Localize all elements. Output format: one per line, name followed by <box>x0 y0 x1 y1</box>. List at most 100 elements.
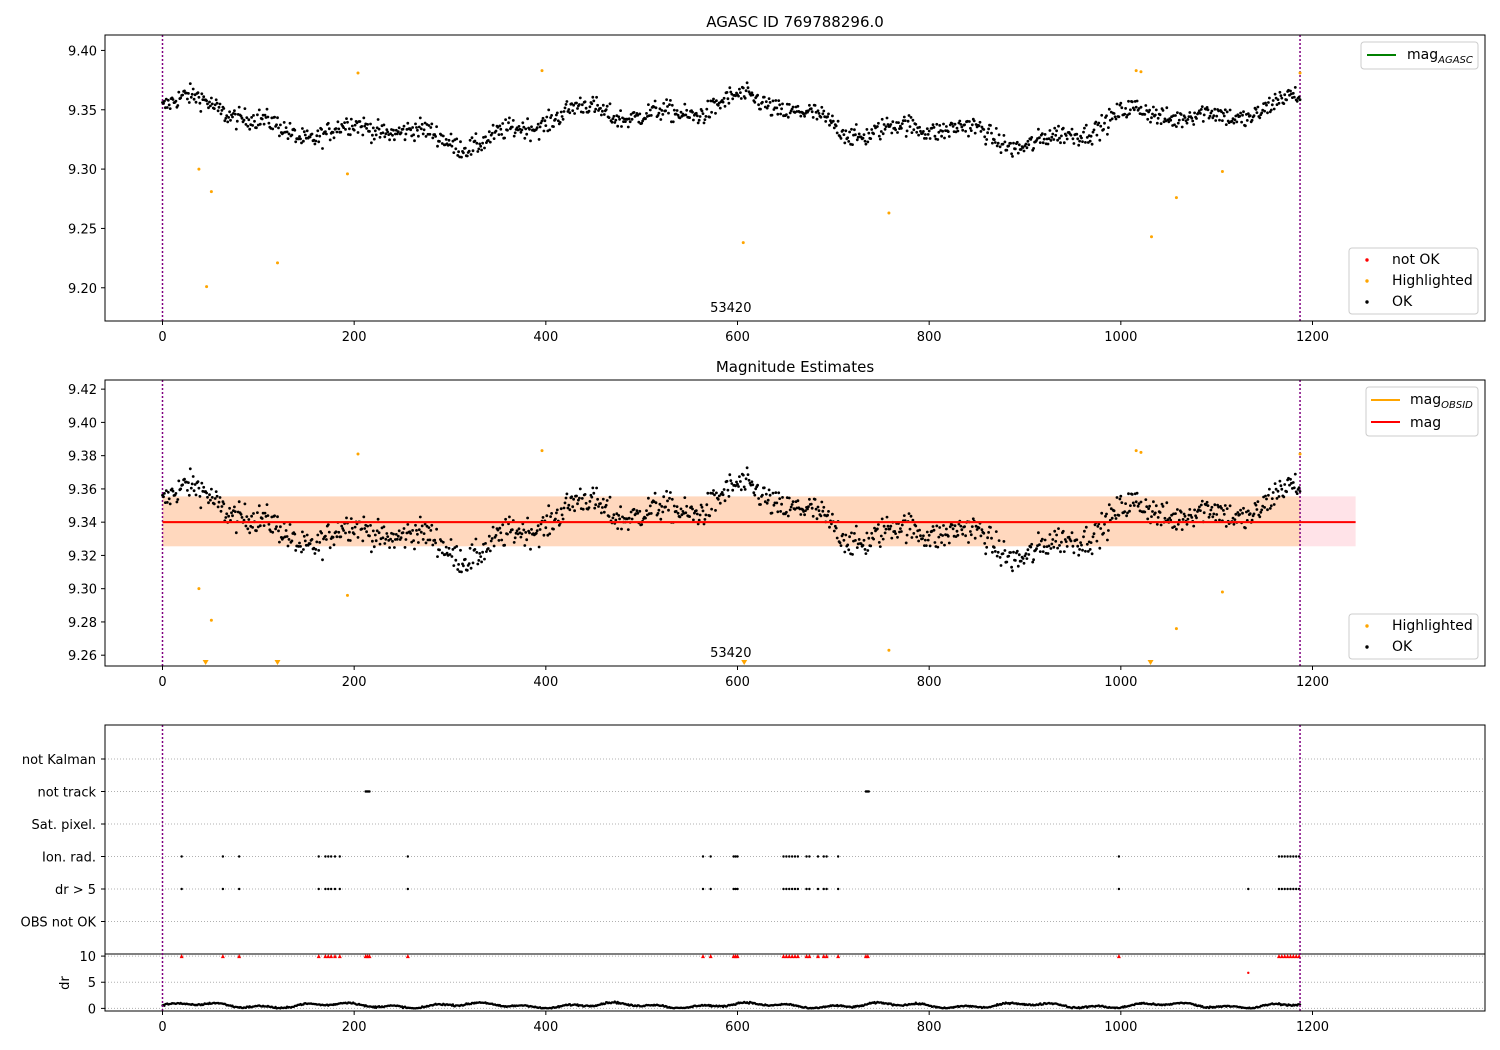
ok-point <box>744 477 748 481</box>
ok-point <box>831 114 834 118</box>
ok-point <box>772 503 776 507</box>
ok-point <box>1099 124 1103 128</box>
ok-point <box>675 505 679 508</box>
ok-point <box>406 523 410 526</box>
ok-point <box>1084 123 1088 127</box>
ok-point <box>890 536 894 540</box>
ok-point <box>332 543 336 547</box>
ok-point <box>918 528 921 532</box>
flag-row-label: not Kalman <box>22 753 96 768</box>
ok-point <box>285 130 289 134</box>
ok-point <box>1043 133 1047 136</box>
ok-point <box>705 107 709 111</box>
ok-point <box>517 527 521 531</box>
ok-point <box>616 527 620 530</box>
ok-point <box>1242 506 1245 510</box>
ok-point <box>894 128 897 132</box>
ok-point <box>914 524 918 528</box>
ok-point <box>554 517 557 521</box>
flag-marker <box>329 855 333 858</box>
ok-point <box>654 501 658 505</box>
ok-point <box>1275 103 1279 106</box>
ok-point <box>618 517 621 521</box>
ok-point <box>325 538 328 541</box>
ok-point <box>174 492 178 495</box>
ok-point <box>507 121 510 125</box>
ok-point <box>193 483 197 486</box>
ok-point <box>1017 553 1021 557</box>
dr-clipped-marker <box>1285 954 1290 959</box>
ok-point <box>206 102 209 106</box>
ok-point <box>1026 139 1030 143</box>
ok-point <box>790 503 794 506</box>
ok-point <box>700 505 704 509</box>
ok-point <box>327 127 331 131</box>
highlighted-point <box>205 285 209 289</box>
ok-point <box>1060 540 1063 544</box>
dr-clipped-marker <box>821 954 826 959</box>
ok-point <box>881 132 885 136</box>
ok-point <box>508 515 511 519</box>
ok-point <box>244 524 248 528</box>
ok-point <box>715 491 718 495</box>
ok-point <box>656 512 660 515</box>
ok-point <box>919 129 922 133</box>
ok-point <box>584 501 588 505</box>
flag-marker <box>734 887 737 891</box>
dr-clipped-marker <box>1288 954 1293 959</box>
legend-label: not OK <box>1392 252 1440 268</box>
ok-point <box>572 103 575 107</box>
ok-point <box>744 89 748 93</box>
ok-point <box>1291 481 1295 484</box>
ok-point <box>463 557 467 561</box>
ok-point <box>690 505 693 509</box>
y-tick-label: 9.38 <box>68 450 97 465</box>
dr-clipped-marker <box>816 954 820 959</box>
ok-point <box>447 546 451 550</box>
ok-point <box>884 125 888 128</box>
ok-point <box>685 108 689 112</box>
ok-point <box>601 506 604 509</box>
ok-point <box>424 135 428 138</box>
ok-point <box>421 538 425 541</box>
ok-point <box>256 113 259 117</box>
ok-point <box>1259 510 1263 514</box>
ok-point <box>803 114 806 118</box>
ok-point <box>846 543 850 547</box>
ok-point <box>202 95 206 99</box>
ok-point <box>704 513 708 517</box>
ok-point <box>1185 121 1189 125</box>
ok-point <box>271 530 275 534</box>
ok-point <box>1298 98 1302 102</box>
ok-point <box>303 133 307 137</box>
ok-point <box>1058 544 1061 547</box>
ok-point <box>266 115 270 119</box>
ok-point <box>1040 537 1044 541</box>
ok-point <box>708 514 712 518</box>
ok-point <box>1201 120 1205 123</box>
ok-point <box>1107 107 1111 111</box>
dr-tick-label: 10 <box>79 950 96 965</box>
ok-point <box>816 505 820 509</box>
ok-point <box>363 527 367 530</box>
ok-point <box>1289 89 1292 93</box>
ok-point <box>716 497 720 501</box>
ok-point <box>371 529 375 533</box>
ok-point <box>725 91 729 94</box>
ok-point <box>908 125 912 128</box>
ok-point <box>467 149 471 153</box>
ok-point <box>1021 146 1025 149</box>
ok-point <box>832 529 836 533</box>
ok-point <box>992 546 996 549</box>
ok-point <box>395 537 399 541</box>
offscale-marker <box>274 660 281 665</box>
highlighted-point <box>1134 69 1138 73</box>
ok-point <box>785 113 788 116</box>
ok-point <box>1232 121 1236 125</box>
ok-point <box>1215 513 1219 516</box>
ok-point <box>854 524 858 528</box>
ok-point <box>1064 134 1068 137</box>
ok-point <box>936 138 940 141</box>
ok-point <box>1218 118 1221 122</box>
